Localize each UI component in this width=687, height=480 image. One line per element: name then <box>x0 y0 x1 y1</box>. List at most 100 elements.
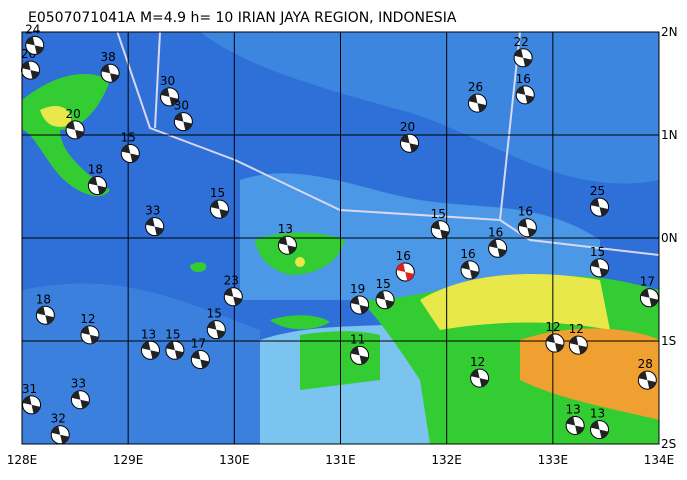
depth-label: 16 <box>518 205 533 219</box>
focal-mechanism <box>637 370 657 390</box>
compression-quadrant <box>590 258 609 277</box>
focal-mechanism <box>223 287 243 307</box>
focal-mechanism <box>513 48 533 68</box>
depth-label: 22 <box>513 35 528 49</box>
focal-mechanism <box>375 290 395 310</box>
depth-label: 18 <box>88 162 103 176</box>
y-tick-label: 1N <box>661 128 678 142</box>
depth-label: 15 <box>375 277 390 291</box>
compression-quadrant <box>210 200 229 219</box>
focal-mechanism <box>120 144 140 164</box>
compression-quadrant <box>278 236 297 255</box>
focal-mechanism <box>35 305 55 325</box>
focal-mechanism <box>515 85 535 105</box>
depth-label: 11 <box>350 332 365 346</box>
focal-mechanism <box>140 340 160 360</box>
x-tick-label: 131E <box>325 453 356 467</box>
depth-label: 18 <box>36 292 51 306</box>
focal-mechanism <box>22 395 42 415</box>
depth-label: 13 <box>565 402 580 416</box>
focal-mechanism <box>173 112 193 132</box>
compression-quadrant <box>160 87 179 106</box>
focal-mechanism <box>165 340 185 360</box>
compression-quadrant <box>640 288 659 307</box>
compression-quadrant <box>518 218 537 237</box>
focal-mechanism <box>20 60 40 80</box>
compression-quadrant <box>590 198 609 217</box>
compression-quadrant <box>431 220 450 239</box>
focal-mechanism <box>395 262 415 282</box>
depth-label: 23 <box>224 274 239 288</box>
depth-label: 12 <box>569 322 584 336</box>
focal-mechanism <box>350 295 370 315</box>
focal-mechanism <box>590 420 610 440</box>
depth-label: 33 <box>71 377 86 391</box>
depth-label: 17 <box>640 275 655 289</box>
focal-mechanism <box>350 345 370 365</box>
focal-mechanism <box>470 368 490 388</box>
focal-mechanism <box>209 199 229 219</box>
depth-label: 19 <box>350 282 365 296</box>
compression-quadrant <box>350 295 369 314</box>
compression-quadrant <box>88 176 107 195</box>
compression-quadrant <box>207 320 226 339</box>
compression-quadrant <box>191 350 210 369</box>
compression-quadrant <box>121 144 140 163</box>
compression-quadrant <box>545 334 564 353</box>
focal-mechanism <box>639 288 659 308</box>
compression-quadrant <box>470 369 489 388</box>
focal-mechanism <box>277 235 297 255</box>
focal-mechanism <box>206 320 226 340</box>
depth-label: 30 <box>174 99 189 113</box>
focal-mechanism <box>87 175 107 195</box>
depth-label: 15 <box>165 327 180 341</box>
y-tick-label: 1S <box>661 334 676 348</box>
compression-quadrant <box>569 336 588 355</box>
compression-quadrant <box>25 36 44 55</box>
x-tick-label: 132E <box>431 453 462 467</box>
depth-label: 16 <box>516 72 531 86</box>
depth-label: 25 <box>590 184 605 198</box>
depth-label: 33 <box>145 204 160 218</box>
depth-label: 13 <box>590 407 605 421</box>
compression-quadrant <box>468 94 487 113</box>
depth-label: 12 <box>470 355 485 369</box>
depth-label: 15 <box>207 307 222 321</box>
x-tick-label: 130E <box>219 453 250 467</box>
depth-label: 17 <box>191 337 206 351</box>
focal-mechanism <box>517 218 537 238</box>
compression-quadrant <box>80 325 99 344</box>
depth-label: 12 <box>80 312 95 326</box>
depth-label: 24 <box>25 22 40 36</box>
y-tick-label: 0N <box>661 231 678 245</box>
compression-quadrant <box>590 420 609 439</box>
compression-quadrant <box>21 61 40 80</box>
focal-mechanism <box>545 333 565 353</box>
depth-label: 31 <box>22 382 37 396</box>
focal-mechanism <box>100 63 120 83</box>
y-tick-label: 2N <box>661 25 678 39</box>
x-tick-label: 134E <box>644 453 675 467</box>
compression-quadrant <box>101 64 120 83</box>
compression-quadrant <box>71 390 90 409</box>
frame <box>21 31 660 445</box>
depth-label: 30 <box>160 74 175 88</box>
compression-quadrant <box>396 262 415 281</box>
title: E0507071041A M=4.9 h= 10 IRIAN JAYA REGI… <box>28 10 457 26</box>
x-tick-label: 129E <box>113 453 144 467</box>
compression-quadrant <box>488 239 507 258</box>
compression-quadrant <box>224 287 243 306</box>
compression-quadrant <box>461 260 480 279</box>
depth-label: 32 <box>51 412 66 426</box>
focal-mechanism <box>565 415 585 435</box>
focal-mechanism <box>80 325 100 345</box>
depth-label: 13 <box>141 327 156 341</box>
depth-label: 16 <box>488 225 503 239</box>
focal-mechanism <box>160 87 180 107</box>
compression-quadrant <box>514 48 533 67</box>
compression-quadrant <box>66 120 85 139</box>
focal-mechanism <box>590 258 610 278</box>
compression-quadrant <box>51 425 70 444</box>
depth-label: 15 <box>210 186 225 200</box>
focal-mechanism <box>467 93 487 113</box>
